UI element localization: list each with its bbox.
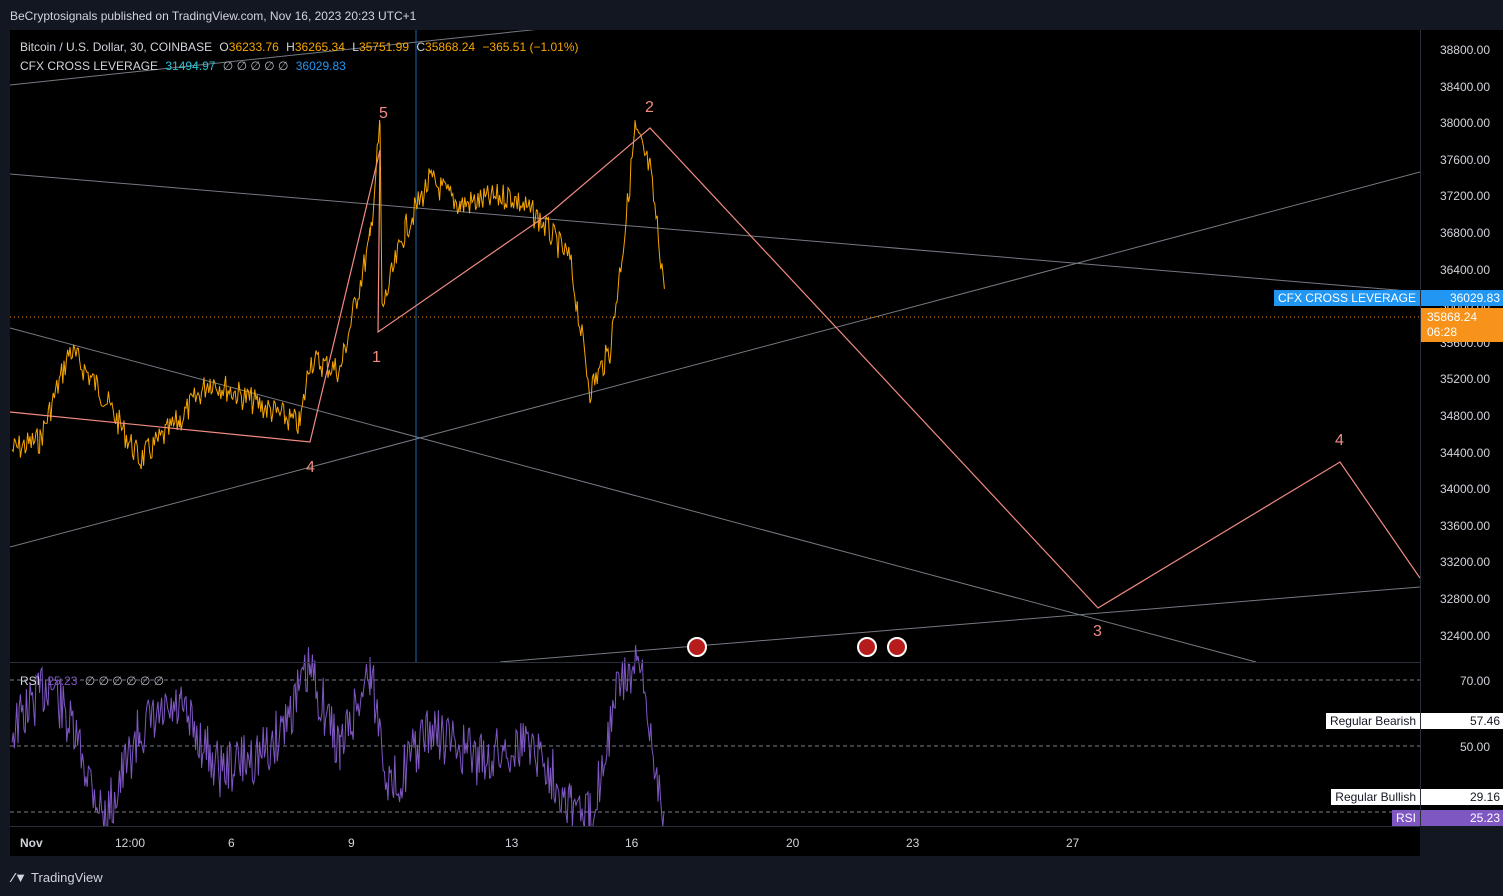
time-tick-1200: 12:00 bbox=[115, 836, 146, 850]
price-axis-label: 36800.00 bbox=[1439, 226, 1490, 240]
price-axis-label: 34400.00 bbox=[1439, 445, 1490, 460]
price-axis-label: 32400.00 bbox=[1439, 628, 1490, 643]
price-axis-label: 37600.00 bbox=[1439, 152, 1490, 167]
wave-label-2: 2 bbox=[645, 99, 654, 116]
price-axis-label: 34800.00 bbox=[1439, 409, 1490, 423]
rsi-tag-value: 25.23 bbox=[1421, 810, 1503, 826]
symbol-title[interactable]: Bitcoin / U.S. Dollar, 30, COINBASE bbox=[20, 40, 213, 54]
price-axis-label: 33200.00 bbox=[1439, 555, 1490, 570]
wave-label-4b: 4 bbox=[1335, 432, 1344, 449]
change-value: −365.51 (−1.01%) bbox=[482, 40, 579, 54]
last-price-tag: 35868.24 06:28 bbox=[1421, 308, 1503, 342]
price-axis-label: 38400.00 bbox=[1439, 79, 1490, 94]
price-axis-label: 37200.00 bbox=[1439, 189, 1490, 204]
chart-area[interactable]: 4 5 1 2 3 4 Bitcoin / U.S. Dollar, 30, C… bbox=[10, 30, 1420, 826]
price-axis[interactable]: 38800.00 38400.00 38000.00 37600.00 37200.00… bbox=[1420, 30, 1503, 826]
price-series bbox=[11, 119, 665, 470]
time-tick-20: 20 bbox=[786, 836, 800, 850]
time-tick-27: 27 bbox=[1066, 836, 1080, 850]
main-legend: Bitcoin / U.S. Dollar, 30, COINBASE O362… bbox=[20, 40, 583, 54]
price-axis-label: 36400.00 bbox=[1439, 262, 1490, 277]
time-axis[interactable]: Nov 12:00 6 9 13 16 20 23 27 bbox=[10, 826, 1420, 857]
wave-label-3: 3 bbox=[1093, 623, 1102, 640]
close-value: 35868.24 bbox=[425, 40, 476, 54]
price-axis-label: 33600.00 bbox=[1439, 518, 1490, 533]
time-tick-13: 13 bbox=[505, 836, 519, 850]
wave-label-5: 5 bbox=[379, 105, 388, 122]
open-label: O bbox=[219, 40, 229, 54]
time-tick-6: 6 bbox=[228, 836, 235, 850]
trendline-descending[interactable] bbox=[10, 327, 1257, 663]
regular-bullish-label: Regular Bullish bbox=[1331, 789, 1420, 805]
indicator-value-2: 36029.83 bbox=[295, 59, 346, 73]
tradingview-logo-icon: ⁄▼ bbox=[12, 870, 28, 885]
price-axis-label: 35200.00 bbox=[1439, 372, 1490, 387]
trendline-upper[interactable] bbox=[10, 30, 550, 86]
rsi-legend: RSI 25.23 ∅ ∅ ∅ ∅ ∅ ∅ bbox=[20, 674, 168, 688]
wave-label-1: 1 bbox=[372, 349, 381, 366]
publisher-text: BeCryptosignals published on TradingView… bbox=[10, 9, 417, 23]
time-tick-nov: Nov bbox=[20, 836, 43, 850]
regular-bearish-value: 57.46 bbox=[1421, 713, 1503, 729]
close-label: C bbox=[416, 40, 426, 54]
pane-separator[interactable] bbox=[10, 662, 1503, 663]
price-axis-label: 38000.00 bbox=[1439, 116, 1490, 131]
price-axis-label: 32800.00 bbox=[1439, 592, 1490, 606]
trendline-lower[interactable] bbox=[499, 586, 1420, 663]
rsi-tag-label: RSI bbox=[1391, 810, 1420, 826]
us-flag-event-icon-2[interactable] bbox=[857, 637, 877, 657]
rsi-axis-70: 70.00 bbox=[1459, 674, 1490, 688]
time-tick-16: 16 bbox=[625, 836, 639, 850]
price-axis-label: 34000.00 bbox=[1439, 482, 1490, 497]
price-chart-svg[interactable]: 4 5 1 2 3 4 bbox=[10, 30, 1420, 826]
trendline-ascending[interactable] bbox=[10, 171, 1420, 548]
indicator-name[interactable]: CFX CROSS LEVERAGE bbox=[20, 59, 159, 73]
rsi-empty-values: ∅ ∅ ∅ ∅ ∅ ∅ bbox=[84, 674, 165, 688]
high-label: H bbox=[286, 40, 295, 54]
footer: ⁄▼ TradingView bbox=[0, 856, 1503, 896]
last-price-value: 35868.24 bbox=[1427, 310, 1478, 324]
us-flag-event-icon-3[interactable] bbox=[887, 637, 907, 657]
indicator-value-1: 31494.97 bbox=[165, 59, 216, 73]
indicator-legend: CFX CROSS LEVERAGE 31494.97 ∅ ∅ ∅ ∅ ∅ 36… bbox=[20, 59, 350, 73]
us-flag-event-icon-1[interactable] bbox=[687, 637, 707, 657]
low-label: L bbox=[352, 40, 359, 54]
cfx-tag-value: 36029.83 bbox=[1421, 290, 1503, 306]
tradingview-brand: TradingView bbox=[31, 870, 103, 885]
regular-bullish-value: 29.16 bbox=[1421, 789, 1503, 805]
price-axis-label: 38800.00 bbox=[1439, 43, 1490, 57]
elliott-wave-path[interactable] bbox=[10, 127, 1420, 609]
low-value: 35751.99 bbox=[358, 40, 409, 54]
high-value: 36265.34 bbox=[294, 40, 345, 54]
bar-countdown: 06:28 bbox=[1427, 325, 1458, 339]
trend-lines[interactable] bbox=[10, 30, 1420, 663]
open-value: 36233.76 bbox=[228, 40, 279, 54]
regular-bearish-label: Regular Bearish bbox=[1325, 713, 1420, 729]
wave-label-4a: 4 bbox=[306, 459, 315, 476]
cfx-tag-label: CFX CROSS LEVERAGE bbox=[1273, 290, 1420, 306]
time-tick-9: 9 bbox=[348, 836, 355, 850]
rsi-series bbox=[11, 644, 665, 826]
indicator-empty-values: ∅ ∅ ∅ ∅ ∅ bbox=[222, 59, 289, 73]
rsi-current-value: 25.23 bbox=[47, 674, 78, 688]
rsi-name[interactable]: RSI bbox=[20, 674, 41, 688]
trendline-descending-long[interactable] bbox=[10, 173, 1420, 293]
top-bar: BeCryptosignals published on TradingView… bbox=[0, 0, 1503, 30]
rsi-axis-50: 50.00 bbox=[1459, 740, 1490, 754]
time-tick-23: 23 bbox=[906, 836, 920, 850]
tradingview-logo[interactable]: ⁄▼ TradingView bbox=[12, 870, 103, 885]
